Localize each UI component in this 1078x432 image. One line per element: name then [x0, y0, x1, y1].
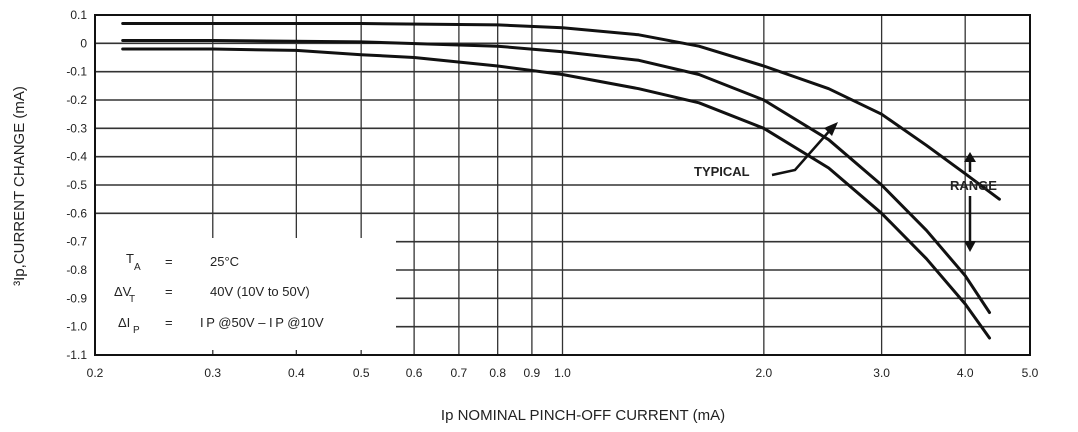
x-tick-label: 0.3 [204, 366, 221, 380]
condition-value: I P @50V – I P @10V [200, 315, 324, 330]
y-tick-label: -0.6 [66, 206, 87, 220]
y-tick-label: -0.4 [66, 150, 87, 164]
series-line-3 [121, 47, 991, 340]
conditions-legend: T A = 25°C ΔV T = 40V (10V to 50V) ΔI P … [96, 238, 396, 350]
y-tick-label: -0.8 [66, 263, 87, 277]
series-line-2 [121, 39, 991, 314]
y-tick-labels: 0.1 0 -0.1 -0.2 -0.3 -0.4 -0.5 -0.6 -0.7 -0.8 -0.9… [66, 8, 87, 362]
range-arrowhead-down [964, 241, 976, 252]
x-axis-title: Ip NOMINAL PINCH-OFF CURRENT (mA) [441, 407, 725, 424]
x-tick-label: 1.0 [554, 366, 571, 380]
condition-row-dip: ΔI P = I P @50V – I P @10V [118, 315, 324, 336]
condition-value: 25°C [210, 254, 239, 269]
y-tick-label: 0.1 [70, 8, 87, 22]
typical-arrowhead [824, 122, 838, 136]
condition-symbol: T [126, 251, 134, 266]
x-tick-label: 3.0 [873, 366, 890, 380]
x-tick-label: 0.7 [451, 366, 468, 380]
condition-row-dvt: ΔV T = 40V (10V to 50V) [114, 284, 310, 305]
condition-subscript: T [129, 294, 135, 305]
y-tick-label: -1.0 [66, 320, 87, 334]
condition-symbol: ΔV [114, 284, 132, 299]
condition-row-ta: T A = 25°C [126, 251, 239, 273]
range-annotation: RANGE [950, 152, 997, 252]
x-tick-label: 4.0 [957, 366, 974, 380]
typical-annotation: TYPICAL [694, 122, 838, 179]
y-tick-label: 0 [80, 36, 87, 50]
x-tick-label: 0.5 [353, 366, 370, 380]
x-tick-label: 0.8 [489, 366, 506, 380]
range-label: RANGE [950, 178, 997, 193]
y-tick-label: -0.2 [66, 93, 87, 107]
condition-equals: = [165, 284, 173, 299]
conditions-box [96, 238, 396, 350]
y-tick-label: -1.1 [66, 348, 87, 362]
plot-frame [94, 14, 1031, 356]
x-tick-label: 5.0 [1022, 366, 1039, 380]
condition-symbol: ΔI [118, 315, 130, 330]
x-tick-label: 0.2 [87, 366, 104, 380]
condition-equals: = [165, 315, 173, 330]
condition-value: 40V (10V to 50V) [210, 284, 310, 299]
y-tick-label: -0.5 [66, 178, 87, 192]
y-tick-label: -0.1 [66, 65, 87, 79]
x-tick-label: 0.9 [524, 366, 541, 380]
x-tick-labels: 0.2 0.3 0.4 0.5 0.6 0.7 0.8 0.9 1.0 2.0 3.0 4.0 5.0 [87, 366, 1039, 380]
condition-equals: = [165, 254, 173, 269]
series-line-1 [121, 22, 1001, 201]
y-axis-title: ³Ip,CURRENT CHANGE (mA) [11, 86, 28, 286]
x-tick-label: 0.6 [406, 366, 423, 380]
typical-arrow [771, 127, 833, 177]
condition-subscript: A [134, 262, 141, 273]
x-tick-label: 2.0 [755, 366, 772, 380]
y-tick-label: -0.9 [66, 291, 87, 305]
y-tick-label: -0.3 [66, 121, 87, 135]
typical-label: TYPICAL [694, 164, 750, 179]
x-tick-label: 0.4 [288, 366, 305, 380]
condition-subscript: P [133, 325, 140, 336]
series-layer [121, 22, 1001, 340]
y-tick-label: -0.7 [66, 235, 87, 249]
range-arrowhead-up [964, 152, 976, 162]
